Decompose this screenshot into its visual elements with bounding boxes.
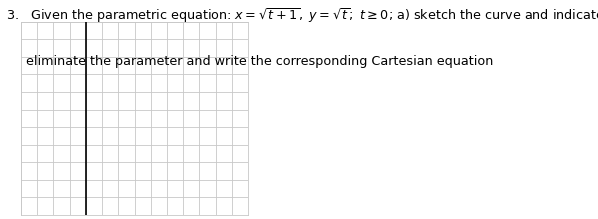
Text: 3.   Given the parametric equation: $x = \sqrt{t+1},\ y = \sqrt{t};\ t \geq 0$; : 3. Given the parametric equation: $x = \… bbox=[6, 7, 598, 25]
Text: eliminate the parameter and write the corresponding Cartesian equation: eliminate the parameter and write the co… bbox=[6, 55, 493, 68]
